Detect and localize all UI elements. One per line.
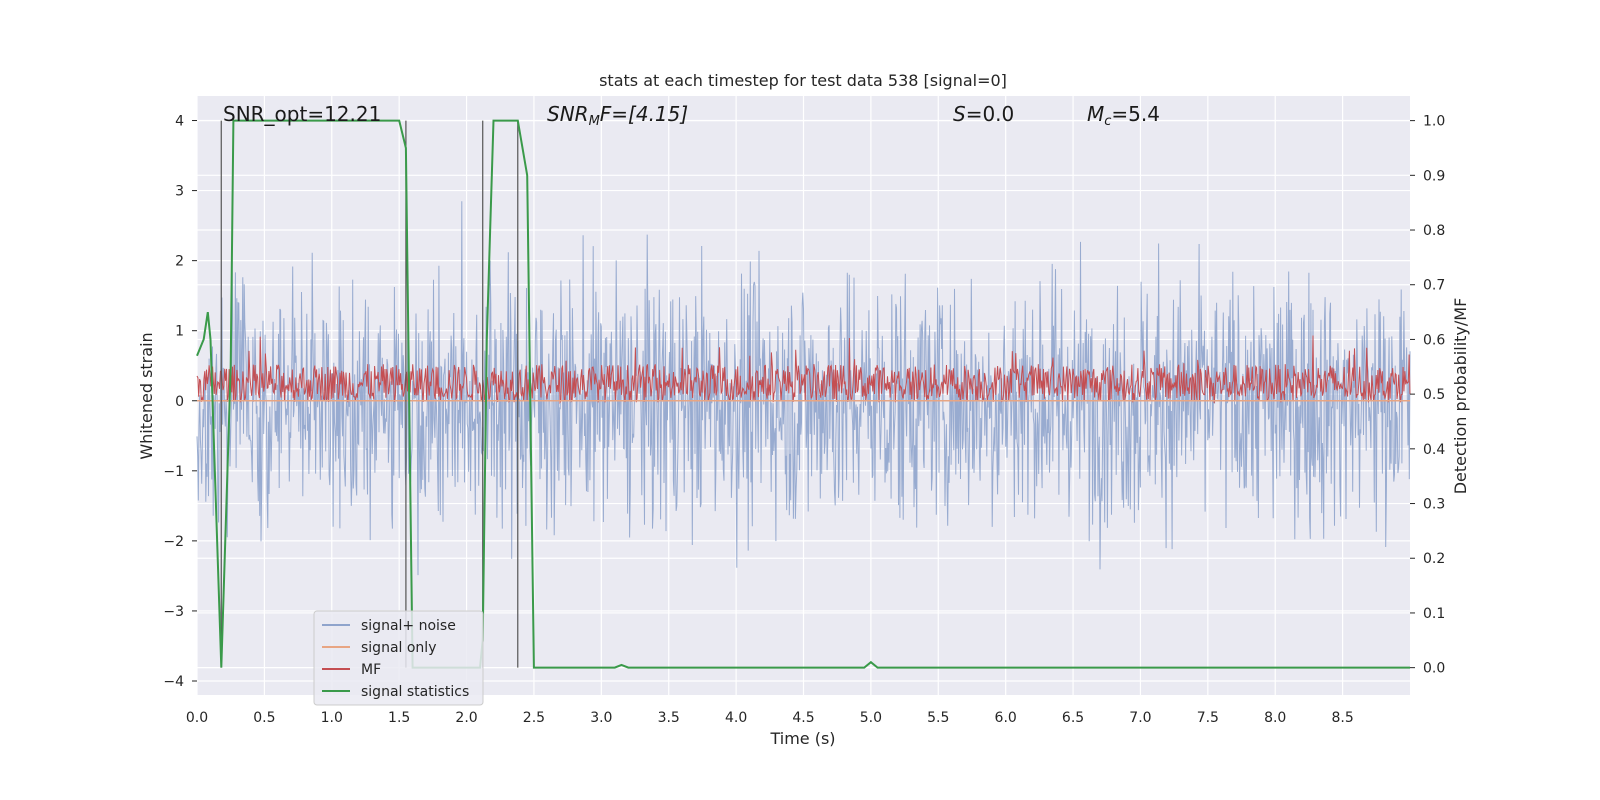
legend-label-mf: MF bbox=[361, 662, 381, 678]
annotation-mc: Mc=5.4 bbox=[1087, 102, 1160, 129]
y2-tick-label: 0.5 bbox=[1423, 387, 1445, 403]
y-axis-label: Whitened strain bbox=[137, 332, 156, 459]
y2-tick-label: 0.0 bbox=[1423, 661, 1445, 677]
y2-axis-ticks: 1.0 0.9 0.8 0.7 0.6 0.5 0.4 0.3 0.2 0.1 0.0 bbox=[1410, 114, 1445, 677]
series-signal-noise bbox=[196, 201, 1411, 576]
y-tick-label: 1 bbox=[175, 324, 184, 340]
x-tick-label: 4.0 bbox=[725, 710, 747, 726]
annotation-snr-mf: SNRMF=[4.15] bbox=[547, 102, 688, 129]
x-tick-label: 0.5 bbox=[253, 710, 275, 726]
x-tick-label: 5.0 bbox=[860, 710, 882, 726]
x-axis-label: Time (s) bbox=[769, 729, 835, 748]
y2-tick-label: 0.7 bbox=[1423, 278, 1445, 294]
annotation-s: S=0.0 bbox=[953, 102, 1014, 126]
annotation-snr-opt: SNR_opt=12.21 bbox=[223, 102, 381, 126]
x-tick-label: 4.5 bbox=[792, 710, 814, 726]
y-tick-label: −4 bbox=[163, 674, 184, 690]
legend: signal+ noise signal only MF signal stat… bbox=[313, 610, 484, 706]
x-tick-label: 1.0 bbox=[321, 710, 343, 726]
x-tick-label: 1.5 bbox=[388, 710, 410, 726]
series-signal-statistics bbox=[196, 119, 1410, 669]
series-mf bbox=[196, 335, 1411, 405]
y-tick-label: −2 bbox=[163, 534, 184, 550]
legend-label-signal-noise: signal+ noise bbox=[361, 618, 456, 634]
y2-tick-label: 1.0 bbox=[1423, 114, 1445, 130]
x-tick-label: 3.0 bbox=[590, 710, 612, 726]
x-axis-ticks: 0.0 0.5 1.0 1.5 2.0 2.5 3.0 3.5 4.0 4.5 5.0 5.5 6.0 6… bbox=[186, 710, 1354, 726]
y-tick-label: 4 bbox=[175, 114, 184, 130]
signal-statistics-line bbox=[196, 119, 1410, 669]
x-tick-label: 6.0 bbox=[995, 710, 1017, 726]
legend-label-signal-only: signal only bbox=[361, 640, 436, 656]
x-tick-label: 2.0 bbox=[455, 710, 477, 726]
x-tick-label: 3.5 bbox=[658, 710, 680, 726]
y2-tick-label: 0.3 bbox=[1423, 497, 1445, 513]
y-tick-label: −1 bbox=[163, 464, 184, 480]
x-tick-label: 8.0 bbox=[1264, 710, 1286, 726]
y-tick-label: 2 bbox=[175, 254, 184, 270]
y2-tick-label: 0.6 bbox=[1423, 332, 1445, 348]
y-tick-label: 0 bbox=[175, 394, 184, 410]
signal-noise-line bbox=[196, 201, 1411, 576]
y2-tick-label: 0.4 bbox=[1423, 442, 1445, 458]
y-tick-label: −3 bbox=[163, 604, 184, 620]
x-tick-label: 8.5 bbox=[1331, 710, 1353, 726]
y2-tick-label: 0.8 bbox=[1423, 223, 1445, 239]
y2-tick-label: 0.9 bbox=[1423, 168, 1445, 184]
x-tick-label: 7.5 bbox=[1197, 710, 1219, 726]
x-tick-label: 6.5 bbox=[1062, 710, 1084, 726]
x-tick-label: 0.0 bbox=[186, 710, 208, 726]
y2-tick-label: 0.1 bbox=[1423, 606, 1445, 622]
y2-axis-label: Detection probability/MF bbox=[1451, 298, 1470, 495]
legend-label-signal-statistics: signal statistics bbox=[361, 684, 469, 700]
y-tick-label: 3 bbox=[175, 184, 184, 200]
x-tick-label: 2.5 bbox=[523, 710, 545, 726]
y-axis-ticks: 4 3 2 1 0 −1 −2 −3 −4 bbox=[163, 114, 197, 690]
legend-box bbox=[313, 610, 484, 706]
y2-tick-label: 0.2 bbox=[1423, 551, 1445, 567]
x-tick-label: 7.0 bbox=[1129, 710, 1151, 726]
mf-line bbox=[196, 335, 1411, 405]
chart-title: stats at each timestep for test data 538… bbox=[599, 71, 1007, 90]
x-tick-label: 5.5 bbox=[927, 710, 949, 726]
